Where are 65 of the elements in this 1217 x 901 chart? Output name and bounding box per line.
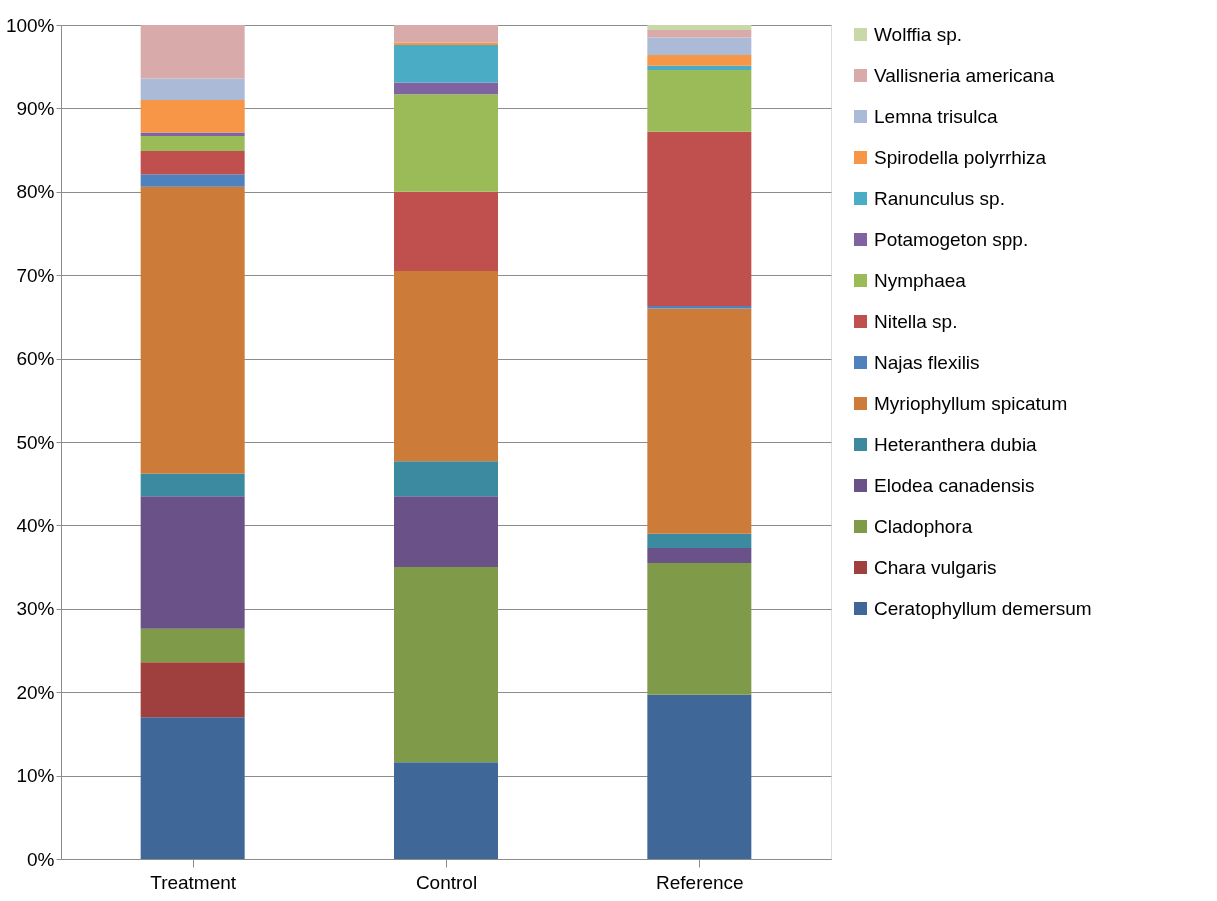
x-tick-label: Treatment — [150, 871, 237, 893]
y-tick-label: 100% — [5, 14, 55, 36]
bar — [394, 45, 498, 83]
bar — [394, 94, 498, 192]
y-tick-label: 30% — [16, 598, 55, 620]
legend-label: Wolffia sp. — [874, 23, 963, 45]
legend-label: Spirodella polyrrhiza — [874, 146, 1047, 168]
bar — [140, 135, 245, 151]
bar — [394, 496, 498, 568]
x-tick-label: Reference — [656, 871, 744, 893]
legend-label: Chara vulgaris — [874, 556, 997, 578]
bar — [140, 717, 245, 859]
legend-label: Ceratophyllum demersum — [874, 597, 1092, 619]
bar — [394, 271, 498, 462]
bar — [394, 82, 498, 95]
bar — [140, 78, 245, 101]
y-tick-label: 80% — [16, 181, 55, 203]
bar — [140, 150, 245, 175]
bar — [140, 25, 245, 79]
bar — [647, 694, 752, 859]
bar — [647, 70, 752, 132]
bar — [140, 186, 245, 474]
bar — [394, 567, 498, 763]
bar — [140, 100, 245, 133]
legend-label: Myriophyllum spicatum — [874, 392, 1068, 414]
legend-label: Potamogeton spp. — [874, 228, 1029, 250]
bar — [647, 533, 752, 548]
bar — [140, 496, 245, 629]
legend-label: Ranunculus sp. — [874, 187, 1005, 209]
y-tick-label: 0% — [27, 848, 55, 870]
bar — [394, 461, 498, 497]
bar — [140, 662, 245, 718]
bar — [647, 306, 752, 309]
y-tick-label: 50% — [16, 431, 55, 453]
legend-label: Elodea canadensis — [874, 474, 1035, 496]
legend-label: Nitella sp. — [874, 310, 958, 332]
y-tick-label: 60% — [16, 348, 55, 370]
y-tick-label: 20% — [16, 681, 55, 703]
bar — [394, 762, 498, 859]
bar — [647, 547, 752, 563]
legend-label: Vallisneria americana — [874, 64, 1055, 86]
legend-label: Nymphaea — [874, 269, 967, 291]
bar — [647, 55, 752, 66]
bar — [647, 562, 752, 695]
bar — [647, 30, 752, 38]
legend-label: Heteranthera dubia — [874, 433, 1038, 455]
legend-label: Cladophora — [874, 515, 973, 537]
bar — [647, 131, 752, 307]
bar — [140, 132, 245, 136]
y-tick-label: 70% — [16, 264, 55, 286]
y-tick-label: 40% — [16, 514, 55, 536]
y-tick-label: 10% — [16, 765, 55, 787]
bar — [394, 25, 498, 43]
y-tick-label: 90% — [16, 97, 55, 119]
bar — [394, 191, 498, 272]
legend-label: Najas flexilis — [874, 351, 980, 373]
bar — [140, 174, 245, 187]
bar — [647, 308, 752, 534]
bar — [647, 25, 752, 30]
legend-label: Lemna trisulca — [874, 105, 998, 127]
bar — [140, 473, 245, 497]
bar — [140, 628, 245, 663]
bar — [647, 37, 752, 56]
x-tick-label: Control — [415, 871, 478, 893]
bar — [647, 65, 752, 71]
